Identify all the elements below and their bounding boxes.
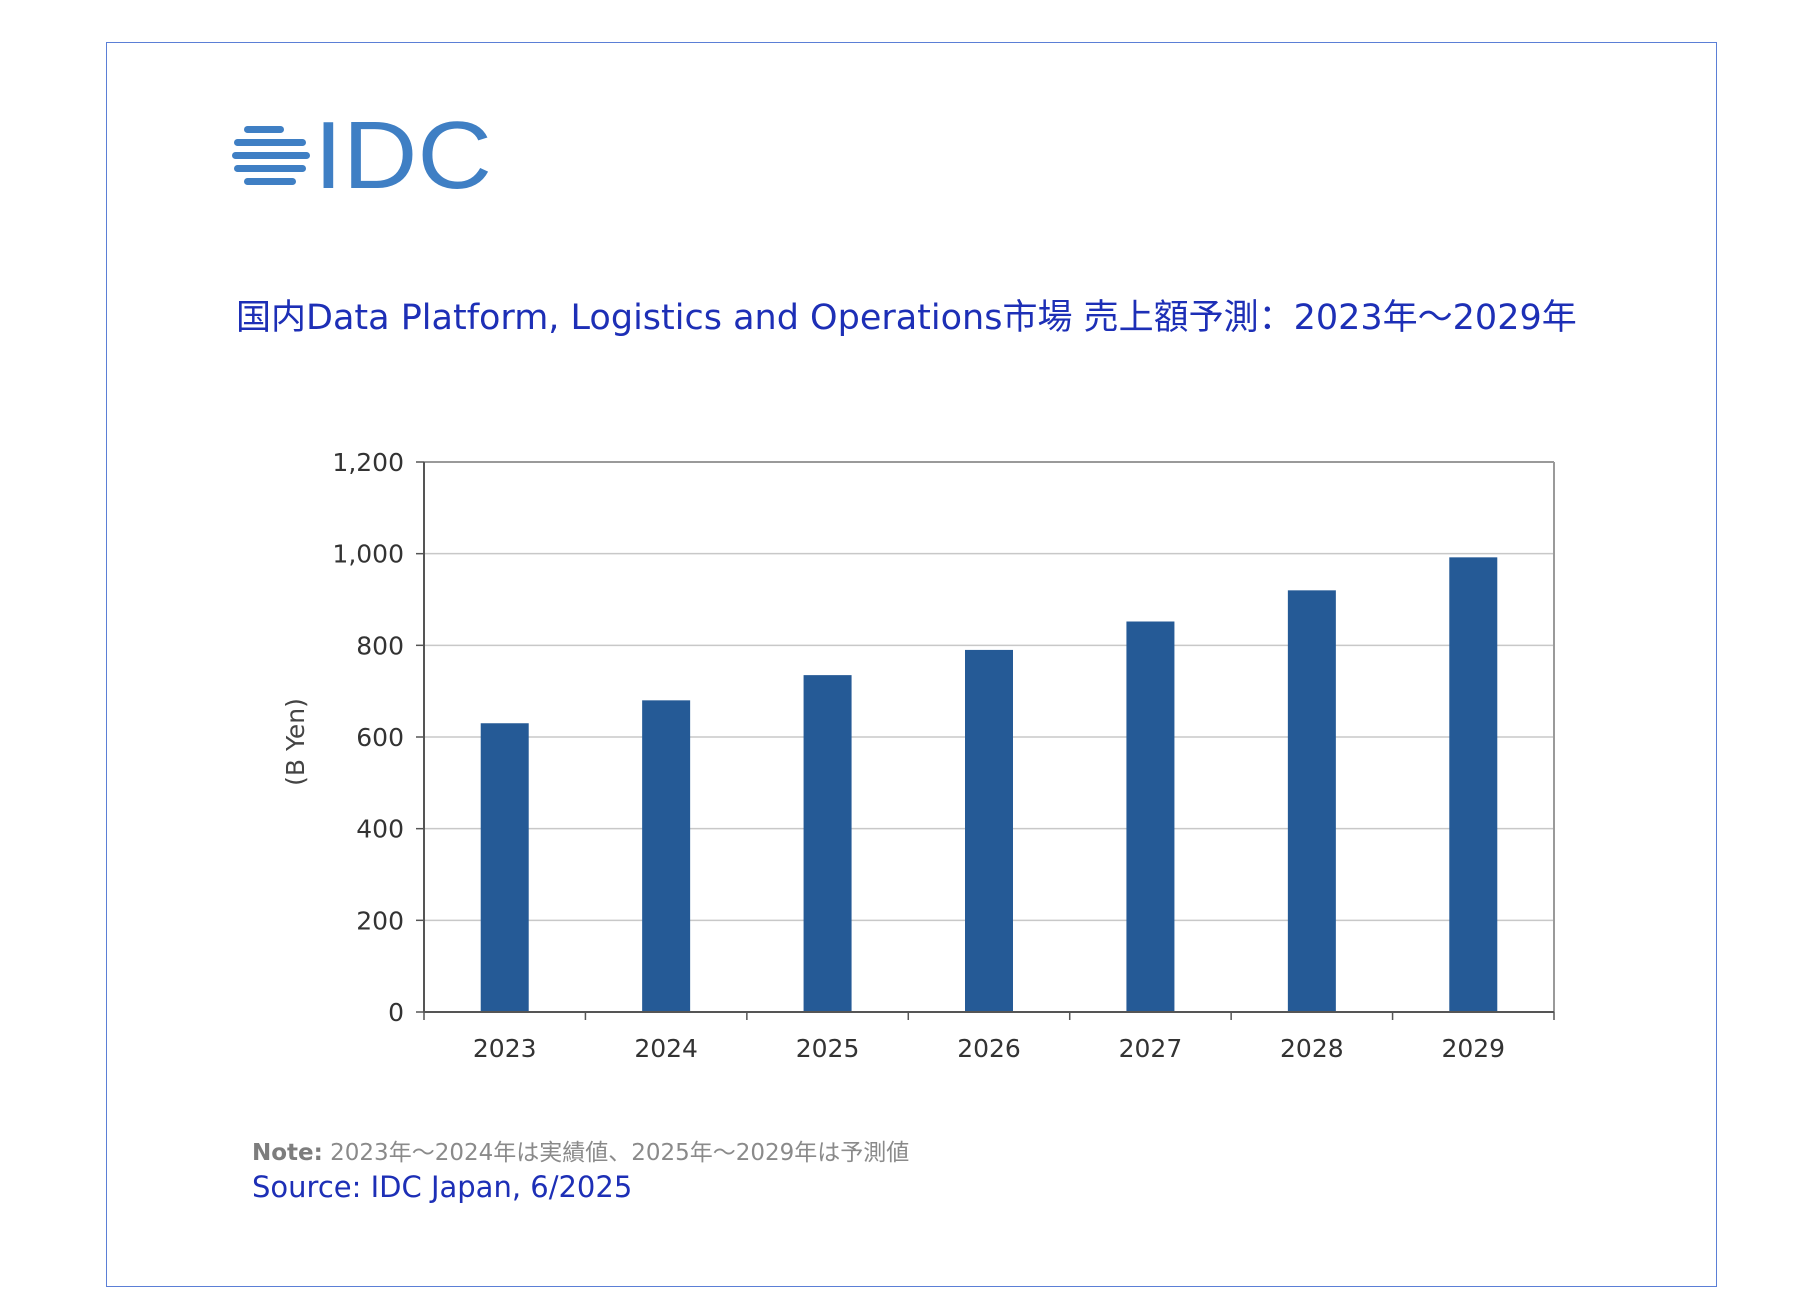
y-axis-label: (B Yen)	[281, 698, 310, 786]
y-tick-label: 200	[356, 906, 404, 935]
bar-2029	[1449, 557, 1498, 1012]
y-tick-label: 1,000	[332, 540, 404, 569]
note-label: Note:	[252, 1140, 323, 1166]
y-tick-label: 600	[356, 723, 404, 752]
x-tick-label: 2027	[1119, 1034, 1183, 1063]
note-text: 2023年～2024年は実績値、2025年～2029年は予測値	[322, 1140, 910, 1166]
x-tick-label: 2028	[1280, 1034, 1344, 1063]
x-tick-label: 2029	[1441, 1034, 1505, 1063]
y-tick-label: 800	[356, 631, 404, 660]
idc-logo: IDC	[232, 110, 492, 196]
x-tick-label: 2026	[957, 1034, 1021, 1063]
globe-icon	[232, 126, 310, 185]
bar-2028	[1287, 590, 1336, 1012]
x-tick-label: 2024	[634, 1034, 698, 1063]
chart-frame	[106, 42, 1717, 1287]
logo-text: IDC	[314, 110, 492, 196]
chart-source: Source: IDC Japan, 6/2025	[252, 1170, 633, 1204]
x-tick-label: 2025	[796, 1034, 860, 1063]
x-tick-label: 2023	[473, 1034, 537, 1063]
bar-2027	[1126, 621, 1175, 1012]
chart-title: 国内Data Platform, Logistics and Operation…	[236, 298, 1577, 338]
y-tick-label: 0	[388, 998, 404, 1027]
bar-2026	[965, 649, 1013, 1012]
bar-2023	[480, 723, 529, 1012]
y-tick-label: 400	[356, 815, 404, 844]
bar-2025	[803, 675, 852, 1012]
y-tick-label: 1,200	[332, 448, 404, 477]
chart-note: Note: 2023年～2024年は実績値、2025年～2029年は予測値	[252, 1138, 909, 1168]
bar-2024	[642, 700, 691, 1012]
